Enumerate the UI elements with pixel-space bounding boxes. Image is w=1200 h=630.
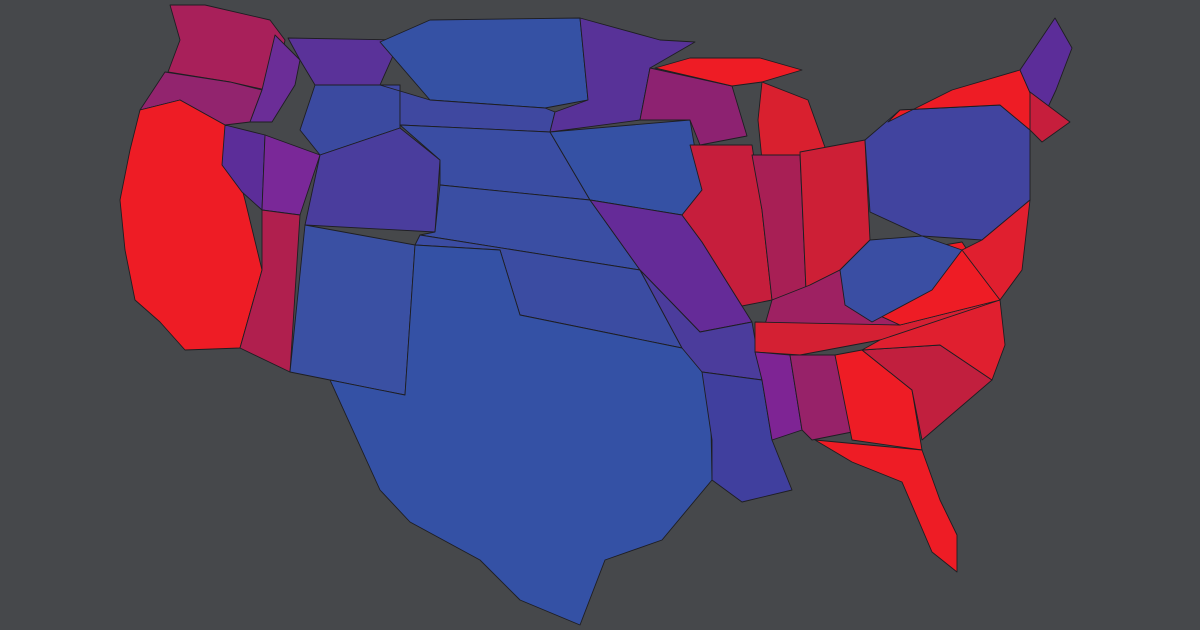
state xyxy=(329,244,713,626)
states xyxy=(119,4,1073,626)
state xyxy=(754,351,803,441)
state xyxy=(864,104,1031,241)
state xyxy=(961,199,1031,301)
state xyxy=(789,354,853,441)
state xyxy=(654,57,803,87)
state xyxy=(834,349,923,451)
state xyxy=(839,235,963,323)
state xyxy=(304,127,441,233)
state xyxy=(1029,91,1071,143)
state xyxy=(239,209,301,373)
state xyxy=(289,224,416,396)
state xyxy=(814,439,958,573)
state xyxy=(221,124,266,211)
